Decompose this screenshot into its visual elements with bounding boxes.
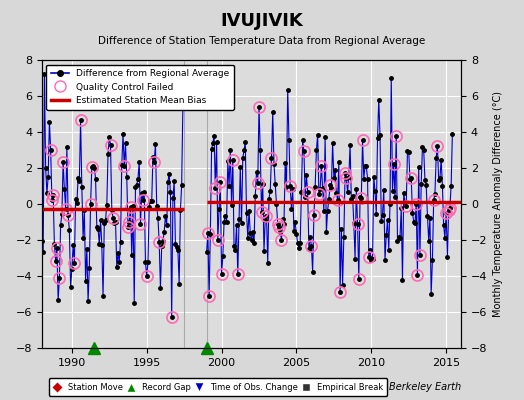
Text: IVUJIVIK: IVUJIVIK [221,12,303,30]
Text: Berkeley Earth: Berkeley Earth [389,382,461,392]
Legend: Station Move, Record Gap, Time of Obs. Change, Empirical Break: Station Move, Record Gap, Time of Obs. C… [49,378,387,396]
Text: Difference of Station Temperature Data from Regional Average: Difference of Station Temperature Data f… [99,36,425,46]
Y-axis label: Monthly Temperature Anomaly Difference (°C): Monthly Temperature Anomaly Difference (… [493,91,503,317]
